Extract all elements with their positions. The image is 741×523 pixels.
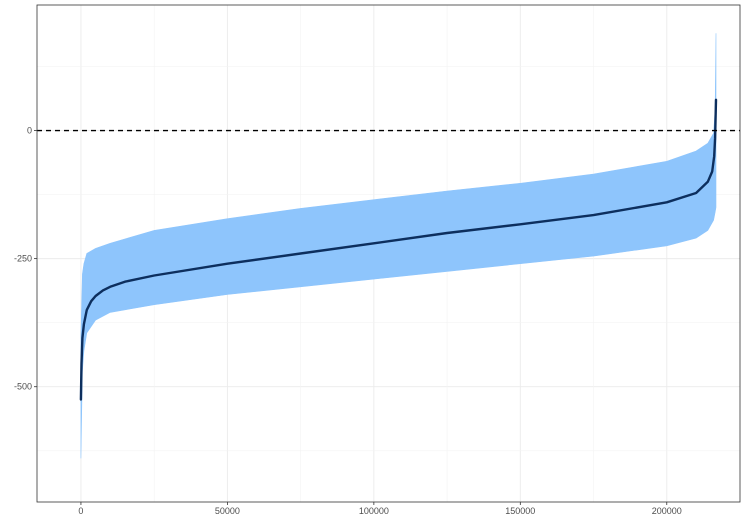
series-line	[79, 98, 718, 401]
axes: 0 50000 100000 150000 200000 -500 -250 0	[14, 126, 682, 516]
ribbon-area	[80, 33, 717, 459]
confidence-band	[80, 33, 717, 459]
estimate-line	[79, 98, 718, 401]
y-tick-label: -500	[14, 382, 32, 392]
x-tick-label: 50000	[215, 506, 240, 516]
x-tick-label: 0	[78, 506, 83, 516]
grid	[37, 5, 740, 502]
x-tick-label: 150000	[505, 506, 535, 516]
y-tick-label: 0	[27, 126, 32, 136]
x-tick-label: 100000	[359, 506, 389, 516]
x-tick-label: 200000	[652, 506, 682, 516]
panel-border	[36, 4, 741, 503]
y-tick-label: -250	[14, 254, 32, 264]
